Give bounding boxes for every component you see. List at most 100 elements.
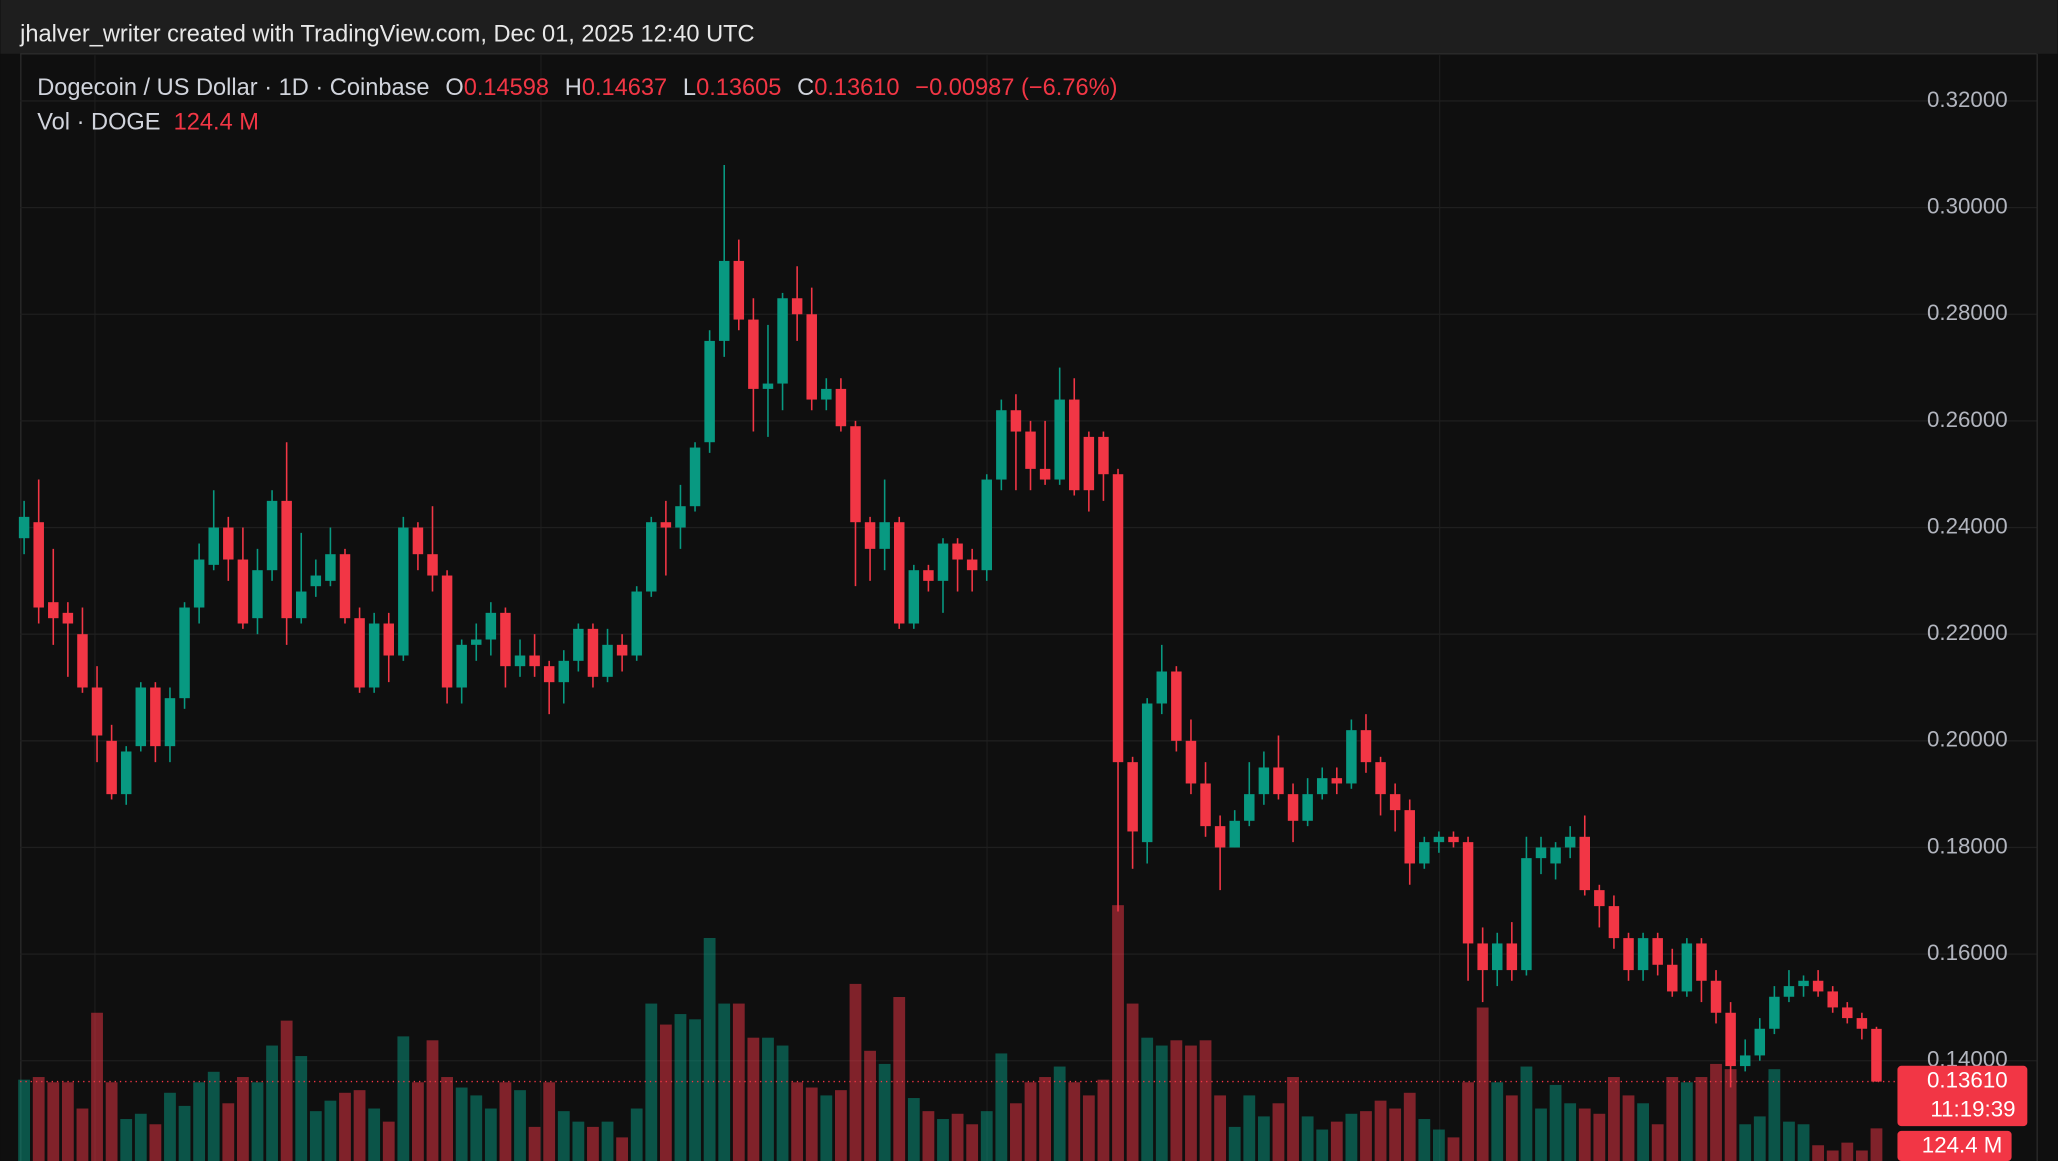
volume-bar <box>1330 1121 1343 1161</box>
volume-bar <box>718 1003 731 1161</box>
candle-body <box>1856 1018 1868 1029</box>
volume-bar <box>1797 1124 1810 1161</box>
volume-bar <box>1447 1137 1460 1161</box>
volume-bar <box>412 1082 424 1161</box>
candle-body <box>106 740 117 795</box>
volume-bar <box>966 1124 979 1161</box>
candle-body <box>456 644 467 688</box>
candle-body <box>704 340 715 443</box>
candle-body <box>1389 794 1401 811</box>
candle-body <box>1039 468 1051 480</box>
candle-body <box>660 522 672 528</box>
volume-bar <box>1272 1103 1285 1161</box>
candle-body <box>893 522 905 624</box>
candles <box>18 164 1882 1088</box>
price-axis: 0.140000.160000.180000.200000.220000.240… <box>1927 87 2008 1072</box>
candle-body <box>1521 858 1532 971</box>
candle-body <box>1783 986 1795 997</box>
header-bar <box>0 0 2058 54</box>
volume-bar <box>266 1045 278 1161</box>
volume-bar <box>1199 1040 1212 1161</box>
volume-bar <box>878 1063 891 1161</box>
volume-bar <box>659 1024 672 1161</box>
volume-bar <box>251 1082 264 1161</box>
volume-bar <box>805 1087 818 1161</box>
y-tick-label: 0.16000 <box>1927 940 2008 965</box>
volume-bar <box>1739 1124 1752 1161</box>
volume-bar <box>1418 1119 1431 1161</box>
candle-body <box>1681 943 1693 992</box>
volume-bar <box>674 1014 687 1161</box>
volume-bar <box>1535 1108 1547 1161</box>
candle-body <box>1156 671 1168 704</box>
candle-body <box>1652 938 1663 965</box>
candle-body <box>1419 842 1430 864</box>
candle-body <box>748 319 759 389</box>
candle-body <box>150 687 161 747</box>
watermark: jhalver_writer created with TradingView.… <box>19 22 754 48</box>
candle-body <box>295 591 307 619</box>
candle-body <box>179 607 190 699</box>
candle-body <box>1564 836 1576 848</box>
candle-body <box>1404 810 1415 864</box>
ohlc-value: 0.13605 <box>696 75 781 101</box>
volume-bar <box>397 1036 410 1161</box>
candle-body <box>1608 906 1620 939</box>
y-tick-label: 0.28000 <box>1927 300 2008 325</box>
volume-bar <box>1403 1092 1416 1161</box>
candle-body <box>631 591 642 656</box>
candle-body <box>412 527 424 555</box>
volume-bar <box>353 1090 366 1161</box>
candle-body <box>1010 410 1022 432</box>
candle-body <box>1273 767 1284 795</box>
volume-bar <box>1520 1066 1533 1161</box>
volume-bar <box>1870 1128 1883 1161</box>
candle-body <box>1696 943 1707 981</box>
candle-body <box>996 410 1007 480</box>
candle-body <box>135 687 147 747</box>
candle-body <box>1098 436 1109 475</box>
volume-bar <box>1841 1142 1854 1161</box>
volume-bar <box>922 1111 935 1161</box>
volume-bar <box>747 1037 760 1161</box>
y-tick-label: 0.18000 <box>1927 833 2008 858</box>
candle-body <box>120 751 132 795</box>
candle-body <box>310 575 322 587</box>
candle-body <box>33 522 44 608</box>
candle-body <box>718 260 730 341</box>
candle-body <box>952 543 963 560</box>
volume-bar <box>280 1020 293 1161</box>
candle-body <box>937 543 949 581</box>
volume-bar <box>309 1111 322 1161</box>
ohlc-key: L <box>683 75 696 101</box>
candle-body <box>1871 1028 1882 1082</box>
volume-bar <box>528 1126 541 1161</box>
candle-body <box>325 554 336 581</box>
volume-bar <box>324 1100 337 1161</box>
candle-body <box>981 479 992 571</box>
volume-bar <box>776 1045 789 1161</box>
volume-bar <box>1753 1116 1766 1161</box>
candle-body <box>821 388 832 400</box>
volume-bar <box>1170 1040 1183 1161</box>
volume-bar <box>455 1087 468 1161</box>
volume-value-box <box>1897 1130 2012 1161</box>
candle-body <box>1375 762 1386 795</box>
candle-body <box>237 559 249 624</box>
candle-body <box>1083 436 1095 491</box>
volume-bar <box>703 937 716 1161</box>
candle-body <box>1127 762 1138 832</box>
volume-bar <box>587 1126 599 1161</box>
volume-bar <box>732 1003 745 1161</box>
volume-bar <box>543 1082 556 1161</box>
volume-bar <box>426 1040 439 1161</box>
candle-body <box>689 447 701 507</box>
candle-body <box>62 612 74 624</box>
volume-bar <box>207 1071 220 1161</box>
ohlc-key: C <box>797 75 814 101</box>
candle-body <box>1710 980 1722 1013</box>
candle-body <box>923 570 934 581</box>
volume-bar <box>1345 1113 1358 1161</box>
volume-bar <box>1097 1079 1110 1161</box>
